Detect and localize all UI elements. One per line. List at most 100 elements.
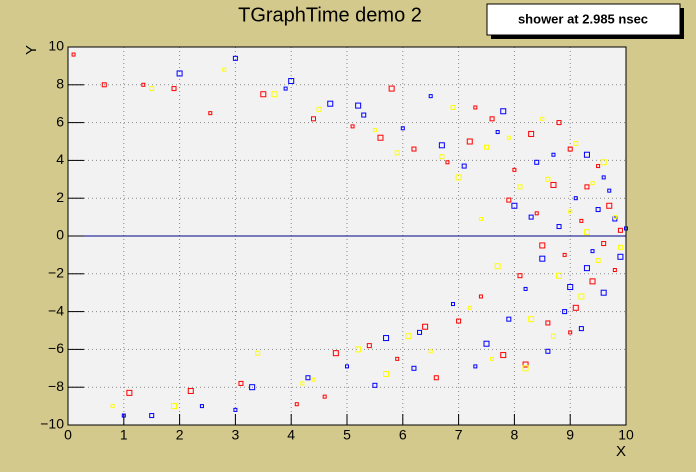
point [478, 216, 483, 221]
point [567, 284, 574, 291]
point [550, 333, 556, 339]
x-tick-label: 8 [511, 427, 519, 443]
point [528, 130, 535, 137]
point [522, 361, 529, 368]
point [573, 196, 578, 201]
annotation: shower at 2.985 nsec [518, 11, 648, 26]
point [528, 214, 534, 220]
point [528, 316, 535, 323]
point [606, 202, 613, 209]
x-tick-label: 1 [120, 427, 128, 443]
point [545, 348, 551, 354]
point [583, 151, 590, 158]
point [238, 380, 244, 386]
point [545, 176, 551, 182]
point [534, 159, 540, 165]
point [233, 407, 238, 412]
point [461, 163, 467, 169]
point [556, 224, 562, 230]
point [556, 272, 563, 279]
point [478, 294, 483, 299]
point [300, 381, 305, 386]
point [311, 116, 317, 122]
y-tick-label: −4 [48, 302, 64, 318]
x-tick-label: 5 [343, 427, 351, 443]
point [350, 124, 355, 129]
point [327, 100, 334, 107]
point [305, 375, 311, 381]
point [428, 94, 433, 99]
point [271, 91, 278, 98]
point [523, 286, 528, 291]
point [141, 82, 146, 87]
point [411, 365, 417, 371]
point [171, 403, 178, 410]
y-tick-label: 0 [56, 227, 64, 243]
point [545, 320, 551, 326]
point [584, 184, 590, 190]
point [539, 255, 546, 262]
point [383, 370, 390, 377]
y-tick-label: 8 [56, 76, 64, 92]
point [332, 350, 339, 357]
point [512, 167, 517, 172]
point [595, 258, 601, 264]
point [176, 70, 183, 77]
point [473, 364, 478, 369]
x-tick-label: 10 [618, 427, 634, 443]
point [590, 249, 595, 254]
point [483, 340, 490, 347]
point [490, 356, 495, 361]
x-axis-label: X [616, 443, 626, 460]
x-tick-label: 3 [232, 427, 240, 443]
point [422, 323, 429, 330]
point [500, 108, 507, 115]
point [590, 181, 595, 186]
point [489, 116, 495, 122]
point [595, 207, 601, 213]
point [438, 142, 445, 149]
point [596, 164, 601, 169]
point [617, 244, 623, 250]
point [450, 104, 456, 110]
y-tick-label: −10 [40, 416, 64, 432]
y-tick-label: 4 [56, 151, 64, 167]
point [562, 252, 567, 257]
point [171, 86, 177, 92]
point [126, 389, 133, 396]
point [411, 146, 417, 152]
point [506, 135, 511, 140]
point [612, 215, 617, 220]
point [255, 350, 261, 356]
annotation-box [486, 3, 681, 36]
point [208, 111, 213, 116]
point [232, 55, 238, 61]
chart-title: TGraphTime demo 2 [238, 4, 422, 26]
point [506, 316, 512, 322]
point [417, 329, 423, 335]
point [568, 209, 573, 214]
point [433, 375, 439, 381]
y-tick-label: −8 [48, 378, 64, 394]
point [568, 330, 573, 335]
point [149, 413, 155, 419]
ticks: 0 1 2 3 4 5 6 7 8 9 10 −10 −8 −6 −4 −2 0 2 4 6 8 10 [40, 38, 634, 443]
point [517, 184, 523, 190]
point [294, 402, 299, 407]
point [400, 126, 405, 131]
point [473, 105, 478, 110]
point [439, 154, 445, 160]
y-tick-label: 2 [56, 189, 64, 205]
point [260, 91, 267, 98]
point [110, 404, 115, 409]
y-axis-label: Y [23, 45, 40, 55]
point [540, 116, 545, 121]
point [372, 128, 377, 133]
x-tick-label: 9 [566, 427, 574, 443]
point [345, 364, 349, 369]
point [249, 384, 256, 391]
point [517, 273, 523, 279]
point [455, 174, 462, 181]
